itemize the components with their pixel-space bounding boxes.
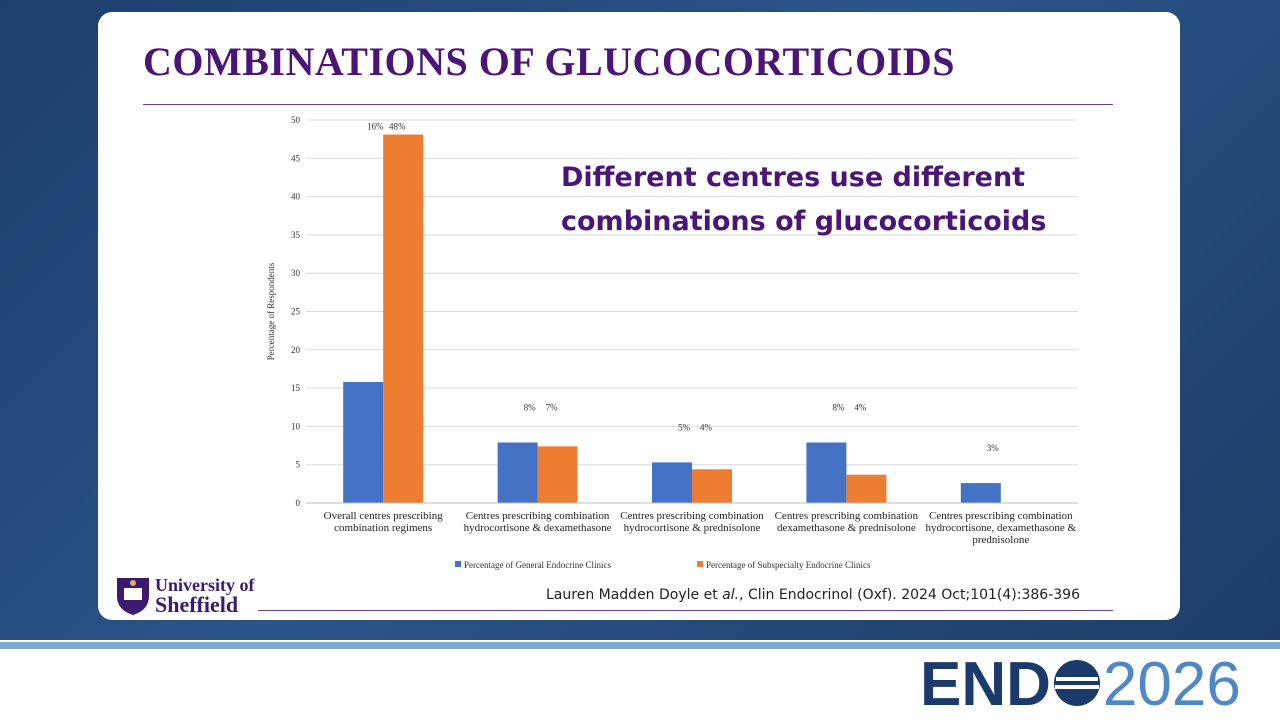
value-label: 7%: [546, 402, 559, 412]
logo-end: END: [920, 650, 1051, 719]
university-line: Sheffield: [155, 592, 239, 617]
y-tick-label: 15: [291, 383, 301, 393]
value-label: 8%: [832, 402, 845, 412]
shield: [117, 578, 149, 615]
y-tick-label: 45: [291, 153, 301, 163]
value-label: 16%: [367, 122, 384, 132]
bar: [806, 442, 847, 503]
footer-stripe: [0, 642, 1280, 649]
bar: [497, 442, 538, 503]
y-tick-label: 10: [291, 421, 301, 431]
value-label: 4%: [854, 402, 867, 412]
y-tick-label: 50: [291, 115, 301, 125]
citation-italic: al.: [722, 587, 740, 603]
annotation: Different centres use different combinat…: [561, 162, 1047, 237]
bar: [652, 462, 692, 503]
legend-label: Percentage of General Endocrine Clinics: [464, 560, 611, 570]
citation-text: Lauren Madden Doyle et: [546, 587, 723, 603]
card: [98, 12, 1180, 620]
category-label: Overall centres prescribing combination …: [323, 510, 443, 534]
x-tick-label: Centres prescribing combination hydrocor…: [620, 510, 764, 534]
university-logo: University of Sheffield: [117, 575, 255, 617]
value-label: 8%: [524, 402, 537, 412]
x-tick-label: Overall centres prescribing combination …: [323, 510, 443, 534]
y-tick-label: 35: [291, 230, 301, 240]
bar: [383, 134, 424, 503]
bar: [692, 469, 732, 503]
y-tick-label: 40: [291, 192, 301, 202]
y-tick-label: 25: [291, 307, 301, 317]
y-tick-label: 5: [296, 460, 301, 470]
citation-rule: [258, 610, 1113, 611]
title: COMBINATIONS OF GLUCOCORTICOIDS: [143, 39, 955, 84]
endo-logo: END 2026: [920, 650, 1241, 720]
globe: [1053, 660, 1100, 706]
bar: [537, 446, 578, 503]
category-label: Centres prescribing combination hydrocor…: [925, 510, 1077, 546]
title-rule: [143, 104, 1113, 105]
x-tick-label: Centres prescribing combination dexameth…: [774, 510, 919, 534]
value-label: 48%: [389, 122, 406, 132]
legend-swatch: [697, 561, 703, 567]
x-tick-label: Centres prescribing combination hydrocor…: [925, 510, 1077, 546]
bar: [960, 483, 1001, 503]
university-line: University of: [155, 575, 255, 595]
citation: Lauren Madden Doyle et al., Clin Endocri…: [546, 587, 1080, 603]
y-tick-label: 30: [291, 268, 301, 278]
category-label: Centres prescribing combination hydrocor…: [620, 510, 764, 534]
value-label: 4%: [700, 422, 713, 432]
legend-label: Percentage of Subspecialty Endocrine Cli…: [706, 560, 871, 570]
y-axis-label: Percentage of Respondents: [266, 262, 276, 360]
category-label: Centres prescribing combination hydrocor…: [463, 510, 612, 534]
y-tick-label: 20: [291, 345, 301, 355]
category-label: Centres prescribing combination dexameth…: [774, 510, 919, 534]
value-label: 5%: [678, 422, 691, 432]
citation-text: , Clin Endocrinol (Oxf). 2024 Oct;101(4)…: [739, 587, 1080, 603]
bar: [343, 381, 384, 503]
legend-swatch: [455, 561, 461, 567]
x-tick-label: Centres prescribing combination hydrocor…: [463, 510, 612, 534]
y-tick-label: 0: [296, 498, 301, 508]
logo-year: 2026: [1102, 650, 1241, 719]
bar: [846, 474, 887, 503]
value-label: 3%: [987, 443, 1000, 453]
